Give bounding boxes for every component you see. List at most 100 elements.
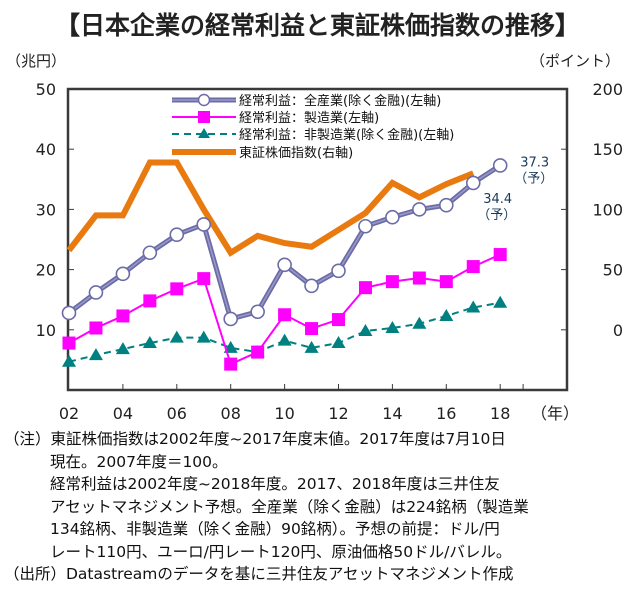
note-line: 134銘柄、非製造業（除く金融）90銘柄）。予想の前提：ドル/円 [50,520,500,538]
right-tick-label: 0 [613,321,623,340]
series-3 [66,159,475,257]
note-line: レート110円、ユーロ/円レート120円、原油価格50ドル/バレル。 [50,542,512,561]
left-tick-label: 30 [36,200,56,219]
source-line: （出所）Datastreamのデータを基に三井住友アセットマネジメント作成 [4,565,514,583]
data-label-forecast: （予） [477,208,516,223]
marker-triangle [439,308,454,321]
marker-triangle [358,324,373,337]
marker-circle [412,202,427,217]
marker-square [493,248,507,262]
right-tick-label: 100 [592,200,623,219]
x-tick-label: 16 [436,404,456,423]
marker-square [170,282,184,296]
marker-circle [492,158,508,173]
left-tick-label: 50 [36,80,56,99]
marker-triangle [412,316,427,329]
note-line: 経常利益は2002年度~2018年度。2017、2018年度は三井住友 [50,475,500,493]
legend-item: 経常利益：全産業(除く金融)(左軸) [172,93,441,109]
legend: 経常利益：全産業(除く金融)(左軸)経常利益：製造業(左軸)経常利益：非製造業(… [172,93,454,161]
marker-triangle [142,336,157,349]
x-axis-unit: （年） [531,404,579,423]
marker-triangle [385,320,400,333]
legend-item: 経常利益：非製造業(除く金融)(左軸) [172,127,454,143]
legend-item: 経常利益：製造業(左軸) [172,110,379,126]
right-axis-unit: （ポイント） [530,52,621,70]
note-line: 現在。2007年度＝100。 [50,452,228,471]
chart-title: 【日本企業の経常利益と東証株価指数の推移】 [54,11,580,40]
marker-square [62,336,76,350]
marker-square [278,308,292,322]
series-0 [61,158,508,327]
marker-triangle [493,295,508,308]
marker-square [412,271,426,285]
marker-circle [223,311,238,327]
legend-label: 経常利益：全産業(除く金融)(左軸) [239,93,441,109]
marker-circle [358,218,373,234]
x-tick-label: 08 [221,404,241,423]
marker-circle [196,217,212,232]
series-layer [61,158,508,371]
data-label: 34.4 [483,192,512,207]
marker-square [251,345,265,359]
note-line: アセットマネジメント予想。全産業（除く金融）は224銘柄（製造業 [50,497,529,516]
legend-marker [198,111,210,123]
marker-triangle [88,348,103,361]
marker-square [439,275,453,289]
legend-item: 東証株価指数(右軸) [172,145,353,161]
x-tick-label: 10 [274,404,294,423]
x-tick-label: 18 [490,404,510,423]
note-line: （注）東証株価指数は2002年度~2017年度末値。2017年度は7月10日 [4,430,506,448]
marker-triangle [115,342,130,355]
marker-triangle [196,330,211,343]
x-tick-label: 14 [382,404,402,423]
marker-circle [61,305,77,321]
marker-triangle [169,330,184,343]
left-tick-label: 40 [36,140,56,159]
marker-circle [438,197,454,213]
series-1 [62,248,507,371]
axes: 10 20 30 40 50 0 50 100 150 200 02 04 06 08 10 12 14 16 18… [36,80,623,423]
marker-circle [465,175,481,191]
legend-marker [197,93,211,107]
plot-frame [66,87,569,392]
left-tick-label: 20 [36,261,56,280]
x-tick-label: 06 [167,404,187,423]
marker-circle [385,209,400,225]
marker-triangle [331,336,346,349]
right-tick-label: 150 [592,140,623,159]
marker-square [332,313,345,327]
marker-square [89,321,103,335]
marker-triangle [277,333,292,346]
legend-marker [198,128,210,138]
marker-square [116,309,130,323]
x-tick-label: 02 [59,404,79,423]
marker-square [197,272,211,286]
marker-circle [142,245,158,261]
marker-circle [331,263,346,279]
marker-square [466,260,480,274]
line-chart: 10 20 30 40 50 0 50 100 150 200 02 04 06 08 10 12 14 16 18… [36,80,623,423]
annotations: 37.3（予）34.4（予） [477,155,553,222]
legend-label: 経常利益：製造業(左軸) [239,110,379,126]
marker-square [143,294,157,308]
marker-square [224,357,238,371]
left-axis-unit: （兆円） [6,52,67,70]
marker-circle [88,285,104,300]
marker-circle [250,304,265,320]
marker-circle [169,227,185,242]
marker-circle [304,278,319,294]
right-tick-label: 200 [592,80,623,99]
legend-label: 経常利益：非製造業(除く金融)(左軸) [239,127,454,143]
data-label-forecast: （予） [514,171,553,186]
left-tick-label: 10 [36,321,56,340]
notes: （注）東証株価指数は2002年度~2017年度末値。2017年度は7月10日 現… [4,428,634,586]
marker-circle [115,266,131,282]
series-line [66,159,475,257]
marker-square [305,322,319,336]
legend-label: 東証株価指数(右軸) [239,145,353,161]
marker-triangle [62,354,76,367]
x-tick-label: 04 [113,404,133,423]
marker-square [385,275,399,289]
right-tick-label: 50 [603,261,623,280]
data-label: 37.3 [520,155,549,170]
